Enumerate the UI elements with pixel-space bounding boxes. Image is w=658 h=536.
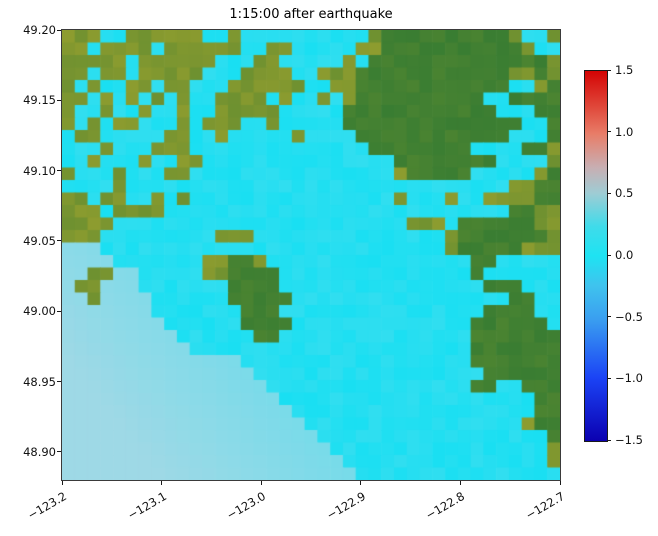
x-tick-label: −122.9 [323, 489, 368, 523]
y-tick-mark [57, 310, 61, 312]
y-tick-label: 49.15 [23, 93, 56, 108]
y-tick-label: 49.20 [23, 23, 56, 37]
y-tick-label: 49.05 [23, 233, 56, 248]
y-tick-label: 49.00 [23, 304, 56, 319]
colorbar-tick-mark [607, 439, 611, 441]
x-tick-label: −122.7 [523, 489, 567, 523]
y-tick-mark [57, 381, 61, 383]
x-tick-label: −123.1 [124, 489, 169, 523]
x-tick-mark [161, 481, 163, 485]
x-tick-mark [61, 481, 63, 485]
colorbar [584, 70, 608, 442]
y-tick-mark [57, 451, 61, 453]
x-tick-label: −122.8 [423, 489, 468, 523]
colorbar-tick-label: 1.0 [615, 124, 634, 139]
colorbar-tick-mark [607, 131, 611, 133]
y-tick-mark [57, 240, 61, 242]
y-tick-label: 49.10 [23, 163, 56, 178]
x-tick-mark [559, 481, 561, 485]
colorbar-tick-label: 1.5 [615, 63, 634, 77]
colorbar-tick-label: −1.0 [615, 371, 643, 386]
x-tick-mark [459, 481, 461, 485]
x-tick-mark [360, 481, 362, 485]
x-tick-label: −123.2 [25, 489, 69, 523]
colorbar-tick-label: −0.5 [615, 309, 643, 324]
y-tick-label: 48.95 [23, 374, 56, 389]
y-tick-mark [57, 99, 61, 101]
colorbar-tick-mark [607, 254, 611, 256]
y-tick-mark [57, 29, 61, 31]
y-tick-label: 48.90 [23, 444, 56, 459]
x-tick-mark [260, 481, 262, 485]
colorbar-tick-mark [607, 316, 611, 318]
chart-title: 1:15:00 after earthquake [229, 7, 393, 22]
x-tick-label: −123.0 [224, 489, 269, 523]
colorbar-tick-label: 0.5 [615, 186, 634, 201]
colorbar-tick-label: −1.5 [615, 433, 643, 447]
y-tick-mark [57, 170, 61, 172]
colorbar-tick-mark [607, 69, 611, 71]
heatmap-canvas [62, 30, 560, 480]
colorbar-tick-mark [607, 377, 611, 379]
colorbar-tick-label: 0.0 [615, 248, 634, 262]
map-axes [61, 29, 561, 481]
colorbar-tick-mark [607, 192, 611, 194]
